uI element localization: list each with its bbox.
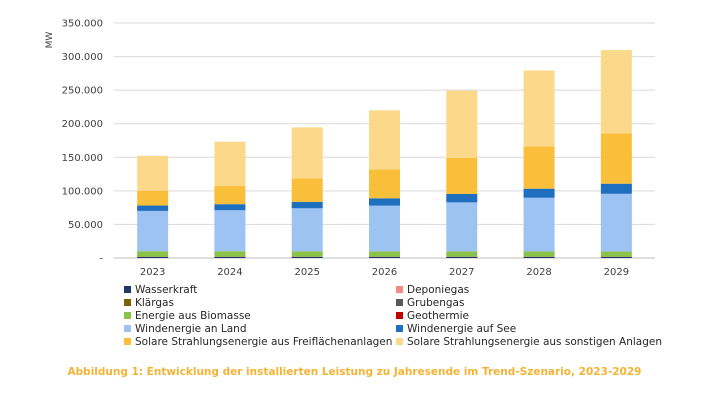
bar-segment [214,251,246,257]
legend-swatch [396,286,403,293]
bar-segment [600,256,632,258]
bar-segment [523,146,555,189]
bar-segment [137,251,169,257]
legend-label: Energie aus Biomasse [135,309,251,322]
bar-segment [291,251,323,257]
figure-caption: Abbildung 1: Entwicklung der installiert… [67,366,642,378]
bar-segment [523,197,555,252]
legend-label: Geothermie [407,309,469,322]
bar-segment [369,256,400,258]
legend-item: Klärgas [124,296,396,309]
bar-segment [369,198,400,206]
legend-item: Windenergie an Land [124,322,396,335]
legend-item: Solare Strahlungsenergie aus sonstigen A… [396,335,668,348]
legend-item: Windenergie auf See [396,322,668,335]
bar-segment [291,127,323,179]
legend-item: Energie aus Biomasse [124,309,396,322]
x-tick-label: 2028 [526,267,551,278]
bar-segment [291,256,323,258]
bar-segment [369,205,400,252]
x-tick-label: 2026 [372,267,397,278]
bar-segment [446,251,478,257]
legend-swatch [124,325,131,332]
legend-item: Deponiegas [396,283,668,296]
y-axis-ticks: - 50.000 100.000 150.000 200.000 250.000 300.0… [62,19,104,265]
bar-segment [600,183,632,194]
legend-item: Geothermie [396,309,668,322]
legend-swatch [396,325,403,332]
legend-swatch [124,299,131,306]
y-tick-label: 350.000 [62,19,103,30]
bar-segment [446,90,478,158]
bar-segment [214,204,246,211]
legend: Wasserkraft Deponiegas Klärgas Grubengas Ene… [124,283,684,348]
legend-swatch [396,299,403,306]
legend-item: Solare Strahlungsenergie aus Freiflächen… [124,335,396,348]
bar-segment [137,190,169,206]
bar-segment [214,256,246,258]
legend-label: Windenergie auf See [407,322,517,335]
legend-label: Klärgas [135,296,174,309]
legend-swatch [124,286,131,293]
y-tick-label: 50.000 [68,220,103,231]
legend-label: Solare Strahlungsenergie aus sonstigen A… [407,335,662,348]
bars [137,50,632,258]
x-axis-ticks: 2023 2024 2025 2026 2027 2028 2029 [140,267,629,278]
legend-swatch [124,338,131,345]
bar-segment [137,210,169,252]
y-tick-label: 100.000 [62,186,103,197]
y-tick-label: 250.000 [62,86,103,97]
legend-item: Grubengas [396,296,668,309]
bar-segment [369,110,400,170]
bar-segment [214,210,246,252]
bar-segment [446,202,478,252]
bar-segment [291,178,323,202]
bar-segment [523,188,555,198]
bar-segment [291,208,323,252]
bar-segment [600,50,632,134]
y-tick-label: 200.000 [62,119,103,130]
legend-label: Deponiegas [407,283,470,296]
legend-swatch [396,312,403,319]
stacked-bar-chart: - 50.000 100.000 150.000 200.000 250.000 300.0… [45,19,655,278]
bar-segment [291,201,323,209]
legend-label: Grubengas [407,296,465,309]
bar-segment [523,70,555,147]
x-tick-label: 2029 [604,267,629,278]
y-tick-label: - [99,254,103,265]
bar-segment [214,186,246,205]
x-tick-label: 2025 [294,267,319,278]
bar-segment [137,256,169,258]
bar-segment [446,193,478,203]
bar-segment [137,205,169,211]
legend-label: Windenergie an Land [135,322,247,335]
legend-swatch [396,338,403,345]
y-tick-label: 150.000 [62,153,103,164]
y-axis-label: MW [45,32,55,49]
bar-segment [137,155,169,191]
bar-segment [369,169,400,199]
bar-segment [600,133,632,184]
legend-label: Solare Strahlungsenergie aus Freiflächen… [135,335,393,348]
x-tick-label: 2027 [449,267,474,278]
bar-segment [523,256,555,258]
bar-segment [523,251,555,257]
x-tick-label: 2023 [140,267,165,278]
x-tick-label: 2024 [217,267,242,278]
bar-segment [446,256,478,258]
bar-segment [446,157,478,194]
bar-segment [369,251,400,257]
legend-item: Wasserkraft [124,283,396,296]
bar-segment [214,141,246,187]
bar-segment [600,193,632,252]
y-tick-label: 300.000 [62,52,103,63]
legend-label: Wasserkraft [135,283,198,296]
bar-segment [600,251,632,257]
legend-swatch [124,312,131,319]
